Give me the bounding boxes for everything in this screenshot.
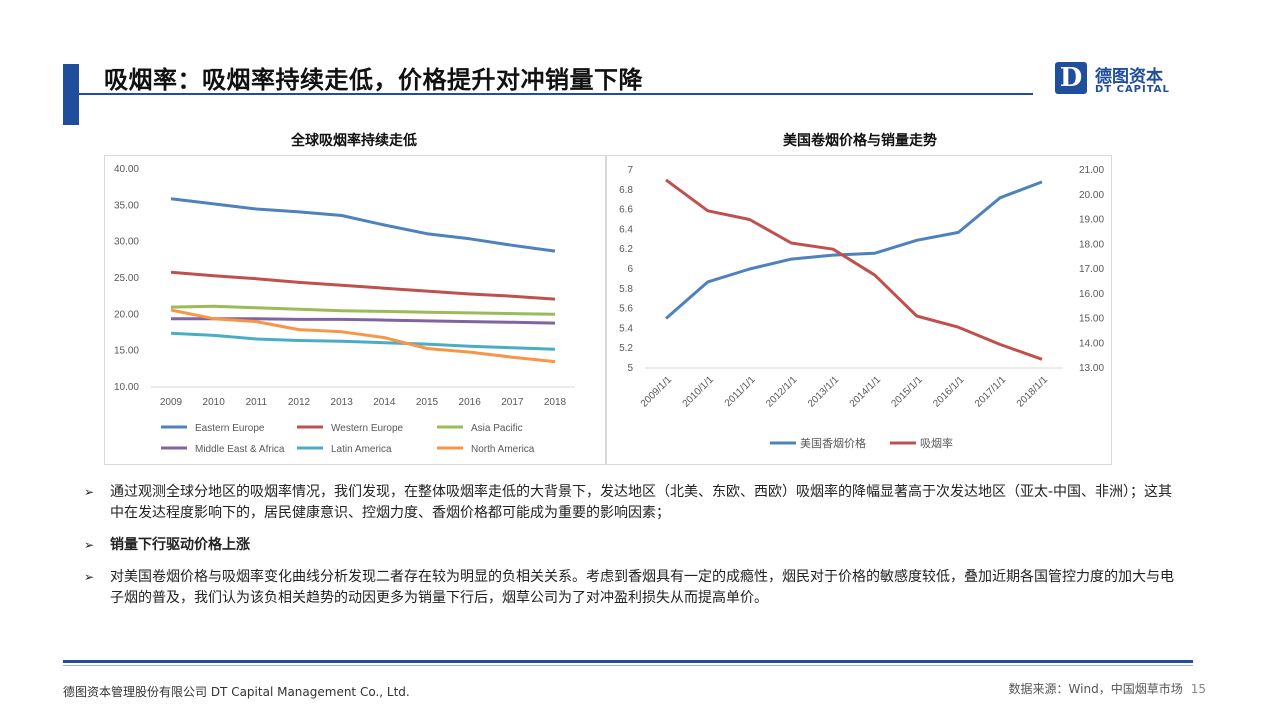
x-tick-label: 2017/1/1: [973, 374, 1009, 410]
x-tick-label: 2016: [459, 397, 482, 408]
global-smoking-rate-chart: 10.00 15.00 20.00 25.00 30.00 35.00 40.00 2009 2…: [114, 164, 575, 455]
company-logo: D 德图资本 DT CAPITAL: [1055, 62, 1185, 98]
chart2-frame: 5 5.2 5.4 5.6 5.8 6 6.2 6.4 6.6 6.8 7 13.00 14.00 15.…: [606, 155, 1112, 465]
arrow-bullet-icon: ➢: [84, 485, 95, 499]
x-tick-label: 2009: [160, 397, 183, 408]
x-tick-label: 2013/1/1: [806, 374, 842, 410]
right-y-tick-label: 20.00: [1079, 190, 1104, 201]
footer-source: 数据来源：Wind，中国烟草市场 15: [1009, 680, 1206, 697]
series-line: [665, 180, 1043, 320]
page-title: 吸烟率：吸烟率持续走低，价格提升对冲销量下降: [104, 66, 643, 94]
legend-label: Asia Pacific: [471, 423, 523, 434]
us-price-vs-smoking-chart: 5 5.2 5.4 5.6 5.8 6 6.2 6.4 6.6 6.8 7 13.00 14.00 15.…: [619, 165, 1104, 450]
left-y-tick-label: 5.2: [619, 343, 633, 354]
left-y-tick-label: 6.6: [619, 205, 633, 216]
bullet-item: ➢ 对美国卷烟价格与吸烟率变化曲线分析发现二者存在较为明显的负相关关系。考虑到香…: [84, 567, 1184, 609]
right-y-tick-label: 15.00: [1079, 314, 1104, 325]
series-line: [170, 308, 556, 364]
left-y-tick-label: 6.2: [619, 244, 633, 255]
y-tick-label: 20.00: [114, 309, 139, 320]
chart1-frame: 10.00 15.00 20.00 25.00 30.00 35.00 40.00 2009 2…: [104, 155, 606, 465]
right-y-tick-label: 19.00: [1079, 215, 1104, 226]
right-y-tick-label: 16.00: [1079, 289, 1104, 300]
left-y-tick-label: 5: [627, 363, 633, 374]
chart2-title: 美国卷烟价格与销量走势: [783, 133, 937, 149]
x-tick-label: 2014: [373, 397, 396, 408]
legend-label: 美国香烟价格: [800, 436, 866, 450]
bullet-text: 通过观测全球分地区的吸烟率情况，我们发现，在整体吸烟率走低的大背景下，发达地区（…: [110, 484, 1173, 521]
title-underline: [79, 93, 1033, 95]
x-tick-label: 2012/1/1: [764, 374, 800, 410]
x-tick-label: 2017: [501, 397, 524, 408]
x-tick-label: 2011: [246, 397, 268, 408]
bullet-text: 销量下行驱动价格上涨: [110, 537, 250, 553]
footer-rule: [63, 660, 1193, 663]
x-tick-label: 2015/1/1: [889, 374, 925, 410]
series-line: [170, 197, 556, 253]
logo-name-cn: 德图资本: [1095, 67, 1163, 87]
legend-label: North America: [471, 444, 535, 455]
arrow-bullet-icon: ➢: [84, 538, 95, 552]
footer-rule-thin: [63, 665, 1193, 666]
series-line: [665, 178, 1043, 361]
chart1-title: 全球吸烟率持续走低: [291, 133, 417, 149]
left-y-tick-label: 5.8: [619, 284, 633, 295]
bullet-item: ➢ 通过观测全球分地区的吸烟率情况，我们发现，在整体吸烟率走低的大背景下，发达地…: [84, 482, 1184, 524]
right-y-tick-label: 21.00: [1079, 165, 1104, 176]
data-source-text: 数据来源：Wind，中国烟草市场: [1008, 682, 1183, 696]
x-tick-label: 2010: [203, 397, 226, 408]
left-y-tick-label: 6: [627, 264, 633, 275]
logo-mark-icon: D: [1055, 62, 1087, 94]
right-y-tick-label: 17.00: [1079, 264, 1104, 275]
left-y-tick-label: 7: [627, 165, 633, 176]
series-line: [170, 270, 556, 301]
legend-label: Latin America: [331, 444, 392, 455]
legend-label: Middle East & Africa: [195, 444, 285, 455]
x-tick-label: 2016/1/1: [931, 374, 967, 410]
series-line: [170, 304, 556, 316]
series-line: [170, 331, 556, 351]
left-y-tick-label: 5.6: [619, 304, 633, 315]
x-tick-label: 2011/1/1: [723, 374, 758, 409]
right-y-tick-label: 14.00: [1079, 338, 1104, 349]
x-tick-label: 2010/1/1: [681, 374, 717, 410]
y-tick-label: 25.00: [114, 273, 139, 284]
y-tick-label: 40.00: [114, 164, 139, 175]
x-tick-label: 2013: [331, 397, 354, 408]
title-accent-bar: [63, 64, 79, 125]
legend-label: Eastern Europe: [195, 423, 265, 434]
logo-name-en: DT CAPITAL: [1095, 84, 1170, 95]
right-y-tick-label: 18.00: [1079, 239, 1104, 250]
x-tick-label: 2018/1/1: [1015, 374, 1051, 410]
left-y-tick-label: 6.8: [619, 185, 633, 196]
footer-company: 德图资本管理股份有限公司 DT Capital Management Co., …: [63, 685, 410, 699]
y-tick-label: 15.00: [114, 346, 139, 357]
x-tick-label: 2018: [544, 397, 567, 408]
bullet-text: 对美国卷烟价格与吸烟率变化曲线分析发现二者存在较为明显的负相关关系。考虑到香烟具…: [110, 569, 1174, 606]
x-tick-label: 2015: [416, 397, 439, 408]
y-tick-label: 35.00: [114, 200, 139, 211]
left-y-tick-label: 5.4: [619, 323, 633, 334]
legend-label: 吸烟率: [920, 436, 953, 450]
right-y-tick-label: 13.00: [1079, 363, 1104, 374]
legend-label: Western Europe: [331, 423, 404, 434]
x-tick-label: 2009/1/1: [639, 374, 675, 410]
bullet-item: ➢ 销量下行驱动价格上涨: [84, 535, 1184, 556]
x-tick-label: 2012: [288, 397, 311, 408]
left-y-tick-label: 6.4: [619, 224, 633, 235]
analysis-bullets: ➢ 通过观测全球分地区的吸烟率情况，我们发现，在整体吸烟率走低的大背景下，发达地…: [84, 482, 1184, 620]
y-tick-label: 30.00: [114, 237, 139, 248]
page-number: 15: [1190, 682, 1206, 696]
arrow-bullet-icon: ➢: [84, 570, 95, 584]
y-tick-label: 10.00: [114, 382, 139, 393]
x-tick-label: 2014/1/1: [848, 374, 884, 410]
